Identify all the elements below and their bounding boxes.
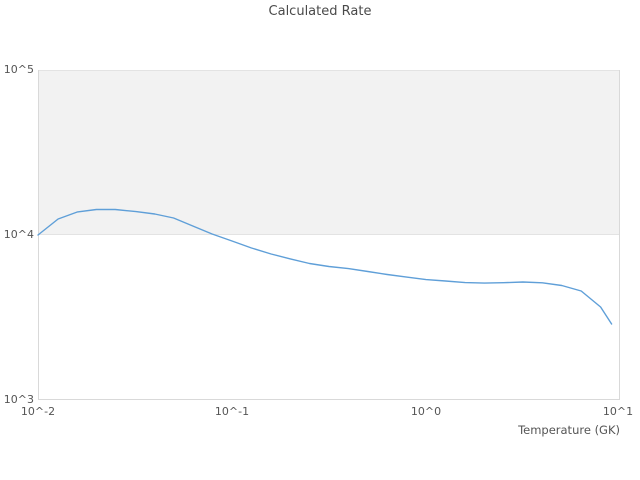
x-tick-1e1: 10^1 (602, 405, 634, 418)
x-tick-1e-2: 10^-2 (20, 405, 56, 418)
chart-title: Calculated Rate (268, 4, 372, 19)
y-tick-1e5: 10^5 (3, 63, 34, 76)
x-tick-1e0: 10^0 (410, 405, 442, 418)
x-tick-1e-1: 10^-1 (214, 405, 250, 418)
y-tick-1e3: 10^3 (3, 393, 34, 406)
x-axis-title: Temperature (GK) (518, 423, 620, 437)
calculated-rate-line (37, 208, 613, 325)
y-tick-1e4: 10^4 (3, 228, 34, 241)
log-decade-band (38, 70, 620, 235)
